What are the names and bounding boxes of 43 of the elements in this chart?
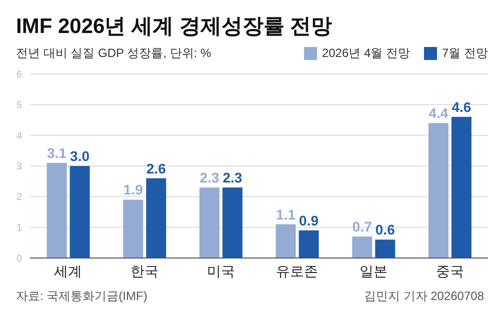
data-label: 4.4: [428, 105, 448, 122]
x-tick-label: 미국: [206, 262, 235, 279]
bar: [46, 162, 67, 258]
chart-title: IMF 2026년 세계 경제성장률 전망: [15, 14, 334, 40]
legend-label: 7월 전망: [442, 44, 488, 62]
x-tick-label: 일본: [360, 262, 388, 279]
bar: [276, 224, 296, 258]
data-label: 1.1: [276, 206, 296, 222]
data-label: 3.0: [70, 148, 90, 164]
data-label: 0.7: [352, 218, 372, 235]
data-label: 1.9: [123, 182, 144, 198]
y-tick-label: 6: [16, 70, 22, 81]
x-tick-label: 중국: [436, 262, 464, 279]
y-tick-label: 3: [16, 162, 22, 173]
bar: [375, 240, 396, 258]
text: 김민지 기자 20260708: [364, 288, 484, 305]
chart-subtitle: 전년 대비 실질 GDP 성장률, 단위: %: [16, 44, 212, 62]
bar: [123, 200, 144, 258]
data-label: 3.1: [47, 144, 67, 161]
bar: [352, 236, 372, 258]
data-label: 2.3: [200, 169, 220, 186]
data-label: 4.6: [452, 98, 472, 115]
bar: [146, 178, 166, 258]
y-tick-label: 4: [16, 130, 22, 142]
bar: [298, 230, 319, 258]
x-tick-label: 세계: [54, 262, 82, 279]
x-tick-label: 유로존: [276, 262, 318, 279]
bar: [451, 116, 472, 258]
bar: [199, 187, 220, 258]
data-label: 0.6: [375, 222, 396, 238]
data-label: 0.9: [299, 212, 319, 228]
y-tick-label: 1: [16, 222, 22, 234]
y-tick-label: 2: [16, 192, 22, 204]
data-label: 2.6: [146, 160, 166, 176]
data-label: 2.3: [222, 169, 242, 186]
x-tick-label: 한국: [130, 262, 158, 279]
legend-label: 2026년 4월 전망: [322, 44, 410, 62]
y-tick-label: 5: [16, 100, 22, 112]
bar: [222, 187, 242, 258]
bar: [428, 123, 448, 258]
bar: [70, 166, 90, 258]
text: 자료: 국제통화기금(IMF): [16, 288, 148, 305]
y-tick-label: 0: [16, 254, 22, 265]
